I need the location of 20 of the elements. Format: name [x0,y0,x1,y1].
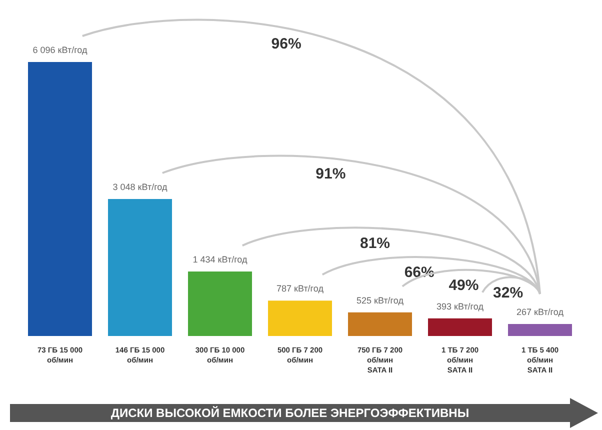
annotation: 49% [448,276,479,294]
bar [268,300,332,336]
text: 96% [271,35,302,52]
annotation: 91% [316,165,346,182]
x-axis-title: ДИСКИ ВЫСОКОЙ ЕМКОСТИ БОЛЕЕ ЭНЕРГОЭФФЕКТИВНЫ [110,405,470,422]
bar [108,199,172,336]
data-label: 3 048 кВт/год [112,182,168,192]
annotation: 32% [493,284,524,302]
annotation: 81% [360,235,390,252]
data-label: 393 кВт/год [436,301,484,312]
data-label: 525 кВт/год [356,295,404,306]
data-label: 6 096 кВт/год [32,45,88,55]
data-label: 267 кВт/год [516,307,564,317]
data-label: 1 434 кВт/год [192,254,248,265]
data-label: 787 кВт/год [276,284,324,294]
bar [28,62,92,336]
bar [428,318,492,336]
bar [348,312,412,336]
bar [188,272,252,336]
bar [508,324,572,336]
